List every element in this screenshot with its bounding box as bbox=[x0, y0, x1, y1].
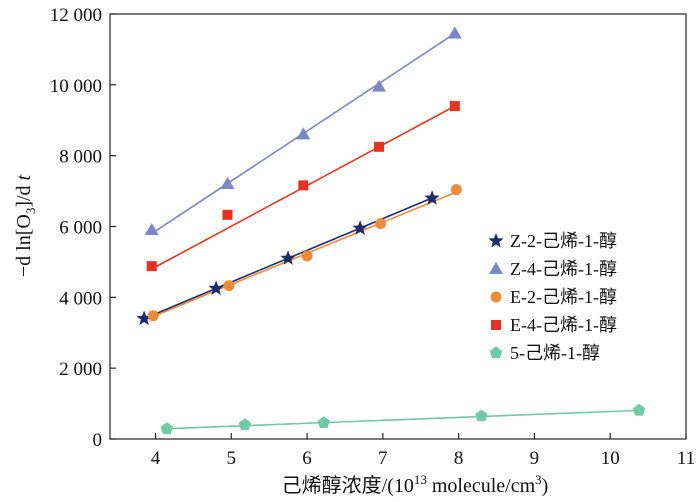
y-axis-title-prefix: −d ln[O bbox=[13, 214, 35, 277]
data-point bbox=[146, 261, 157, 272]
y-tick-label: 8 000 bbox=[59, 147, 102, 168]
legend-marker bbox=[489, 262, 503, 274]
data-point bbox=[374, 141, 385, 152]
data-point bbox=[301, 250, 313, 262]
x-tick-label: 7 bbox=[378, 448, 388, 469]
data-point bbox=[375, 218, 387, 230]
y-axis-title-var: t bbox=[13, 174, 35, 180]
data-point bbox=[280, 250, 296, 265]
y-axis-title: −d ln[O3]/d t bbox=[13, 174, 38, 277]
data-point bbox=[352, 220, 368, 235]
x-tick-label: 9 bbox=[530, 448, 540, 469]
x-axis-title-unit: molecule/cm bbox=[427, 475, 536, 497]
axis-ticks: 4 5 6 7 8 9 10 11 0 2 000 4 000 6 000 8 000 10 000 12 … bbox=[50, 5, 695, 469]
x-axis-title-sup: 13 bbox=[414, 472, 427, 487]
x-tick-label: 5 bbox=[227, 448, 237, 469]
data-point bbox=[632, 403, 646, 416]
fit-line bbox=[166, 409, 641, 430]
y-tick-label: 6 000 bbox=[59, 218, 102, 239]
data-point bbox=[449, 101, 460, 112]
y-tick-label: 2 000 bbox=[59, 359, 102, 380]
legend-marker bbox=[491, 320, 501, 330]
data-point bbox=[298, 180, 309, 191]
data-point bbox=[160, 422, 173, 434]
data-point bbox=[372, 79, 387, 92]
x-axis-title-unit-sup: 3 bbox=[535, 472, 542, 487]
x-axis-title-main: 己烯醇浓度/(10 bbox=[282, 474, 414, 497]
data-point bbox=[208, 280, 224, 295]
legend-marker bbox=[488, 233, 504, 248]
data-point bbox=[424, 190, 440, 205]
legend-label: E-4-己烯-1-醇 bbox=[510, 315, 617, 335]
data-point bbox=[317, 416, 330, 428]
x-tick-label: 4 bbox=[151, 448, 161, 469]
x-axis-title-close: ) bbox=[542, 475, 549, 497]
data-point bbox=[475, 409, 488, 422]
y-tick-label: 10 000 bbox=[50, 76, 102, 97]
legend-marker bbox=[489, 346, 503, 359]
x-axis-title: 己烯醇浓度/(1013 molecule/cm3) bbox=[282, 472, 549, 497]
x-tick-label: 10 bbox=[601, 448, 620, 469]
y-axis-title-suffix: ]/d bbox=[13, 180, 35, 207]
data-point bbox=[296, 127, 311, 140]
y-tick-label: 0 bbox=[93, 430, 103, 451]
data-point bbox=[147, 310, 159, 322]
data-point bbox=[144, 223, 159, 235]
data-point bbox=[222, 209, 233, 220]
data-markers bbox=[136, 26, 646, 434]
y-tick-label: 4 000 bbox=[59, 288, 102, 309]
legend-label: 5-己烯-1-醇 bbox=[510, 343, 600, 363]
y-tick-label: 12 000 bbox=[50, 5, 102, 26]
legend-label: E-2-己烯-1-醇 bbox=[510, 287, 617, 307]
data-point bbox=[450, 184, 462, 196]
plot-frame bbox=[109, 13, 687, 440]
legend-label: Z-4-己烯-1-醇 bbox=[510, 259, 617, 279]
legend-marker bbox=[490, 291, 502, 303]
legend: Z-2-己烯-1-醇 Z-4-己烯-1-醇 E-2-己烯-1-醇 E-4-己烯-1-醇… bbox=[488, 231, 617, 363]
data-point bbox=[447, 26, 462, 39]
y-axis-title-sub: 3 bbox=[23, 208, 38, 215]
x-tick-label: 6 bbox=[302, 448, 312, 469]
x-tick-label: 8 bbox=[454, 448, 464, 469]
data-point bbox=[136, 310, 152, 326]
legend-label: Z-2-己烯-1-醇 bbox=[510, 231, 617, 251]
x-tick-label: 11 bbox=[677, 448, 695, 469]
data-point bbox=[238, 418, 252, 431]
data-point bbox=[220, 177, 235, 189]
data-point bbox=[223, 280, 235, 292]
